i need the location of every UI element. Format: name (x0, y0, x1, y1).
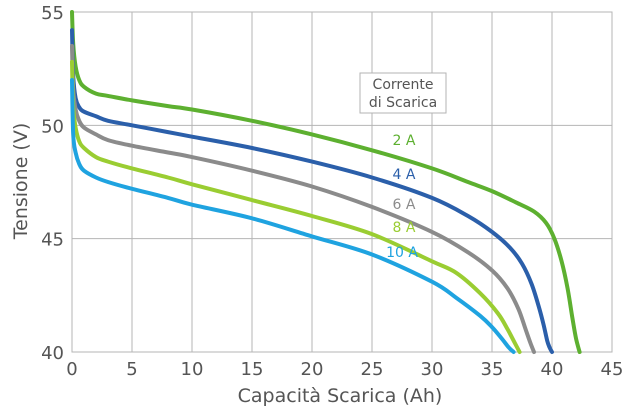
y-axis-label: Tensione (V) (10, 123, 32, 241)
series-lines (70, 10, 582, 354)
x-tick-label: 15 (241, 359, 264, 380)
legend-title-line-1: Corrente (373, 77, 434, 93)
y-tick-label: 55 (41, 3, 64, 24)
legend-title-line-2: di Scarica (369, 95, 437, 111)
x-tick-label: 40 (541, 359, 564, 380)
series-line-2a (70, 10, 582, 354)
series-line-6a (70, 44, 536, 354)
x-tick-label: 25 (361, 359, 384, 380)
y-tick-label: 50 (41, 116, 64, 137)
legend: Corrente di Scarica 2 A 4 A 6 A 8 A 10 A (359, 72, 447, 261)
plot-frame (71, 11, 613, 353)
legend-label-10a: 10 A (386, 245, 418, 261)
y-tick-label: 45 (41, 230, 64, 251)
series-line-8a (70, 59, 522, 354)
y-tick-label: 40 (41, 343, 64, 364)
legend-label-6a: 6 A (393, 197, 416, 213)
x-axis-label: Capacità Scarica (Ah) (238, 385, 443, 407)
legend-label-2a: 2 A (393, 133, 416, 149)
x-tick-label: 5 (126, 359, 137, 380)
series-line-4a (70, 28, 554, 354)
grid (71, 11, 613, 353)
x-tick-label: 45 (601, 359, 624, 380)
x-tick-label: 30 (421, 359, 444, 380)
legend-box (359, 72, 447, 114)
y-tick-labels: 40 45 50 55 (41, 3, 64, 364)
series-line-10a (70, 78, 516, 354)
x-tick-label: 35 (481, 359, 504, 380)
legend-label-4a: 4 A (393, 167, 416, 183)
legend-items: 2 A 4 A 6 A 8 A 10 A (386, 133, 418, 261)
x-tick-label: 10 (181, 359, 204, 380)
x-tick-label: 0 (66, 359, 77, 380)
x-tick-label: 20 (301, 359, 324, 380)
x-tick-labels: 0 5 10 15 20 25 30 35 40 45 (66, 359, 623, 380)
legend-label-8a: 8 A (393, 220, 416, 236)
